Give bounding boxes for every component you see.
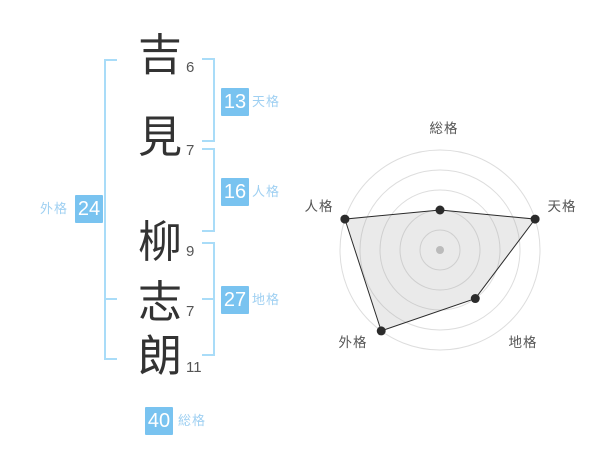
stroke-count-1: 6 [186,59,195,76]
chikaku-label: 地格 [252,292,281,307]
name-char-4: 志 [138,278,182,327]
radar-axis-label-4: 外格 [339,335,368,350]
name-char-5: 朗 [138,332,182,381]
soukaku-badge: 40 [145,407,173,435]
radar-axis-label-5: 人格 [305,199,334,214]
jinkaku-label: 人格 [252,184,281,199]
radar-chart: 総格天格地格 外格 人格 [300,110,600,370]
stroke-count-4: 7 [186,303,195,320]
radar-axis-label-2: 天格 [548,199,577,214]
tenkaku-label: 天格 [252,94,281,109]
gaikaku-badge: 24 [75,195,103,223]
tenkaku-badge: 13 [221,88,249,116]
stroke-count-3: 9 [186,243,195,260]
name-char-1: 吉 [138,31,182,80]
stroke-count-2: 7 [186,142,195,159]
radar-axis-label-1: 総格 [430,121,459,136]
soukaku-label: 総格 [178,413,207,428]
stroke-count-5: 11 [186,359,202,376]
chikaku-badge: 27 [221,286,249,314]
name-char-2: 見 [138,113,182,162]
name-char-3: 柳 [138,218,182,267]
gaikaku-label: 外格 [40,201,69,216]
radar-axis-label-3: 地格 [509,335,538,350]
jinkaku-badge: 16 [221,178,249,206]
